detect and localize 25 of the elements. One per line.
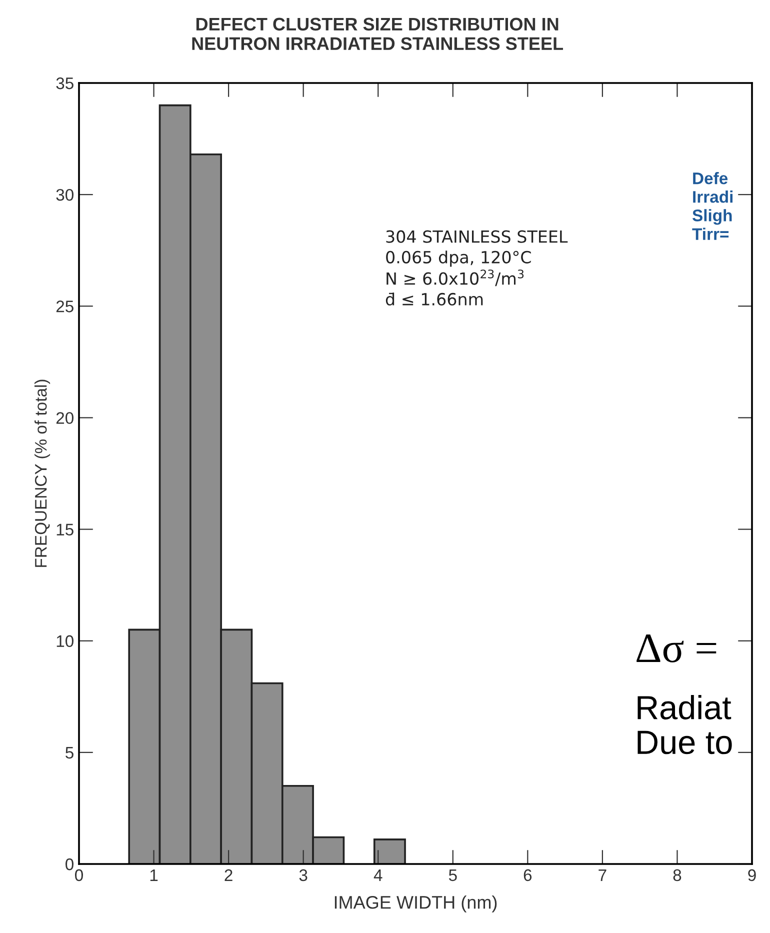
- y-tick-label: 20: [56, 412, 74, 424]
- text: 304 STAINLESS STEEL 0.065 dpa, 120°C N ≥ 6.0x10$^{23}$/m$^{3}$ d̄ ≤ 1.66nm: [386, 230, 568, 306]
- chart-title: DEFECT CLUSTER SIZE DISTRIBUTION IN NEUTRON IRRADIATED STAINLESS STEEL: [192, 18, 563, 50]
- annotation: Defe Irradi Sligh Tirr=: [692, 172, 733, 240]
- annotation: Δσ =: [636, 634, 716, 662]
- x-tick-label: 6: [524, 869, 532, 882]
- x-tick-label: 3: [299, 869, 308, 882]
- y-tick-label: 35: [56, 77, 74, 90]
- x-tick-label: 2: [224, 869, 232, 881]
- y-axis-title: FREQUENCY (% of total): [34, 380, 50, 567]
- x-tick-label: 5: [448, 869, 457, 882]
- y-tick-label: 5: [66, 747, 74, 759]
- x-tick-label: 4: [374, 869, 382, 881]
- y-tick-label: 30: [56, 188, 74, 201]
- annotation: Radiat Due to: [638, 695, 732, 754]
- x-tick-label: 1: [150, 869, 158, 881]
- x-axis-title: IMAGE WIDTH (nm): [334, 896, 497, 912]
- x-tick-label: 0: [75, 869, 83, 882]
- y-tick-label: 10: [56, 635, 74, 648]
- y-tick-label: 15: [56, 524, 74, 536]
- y-tick-label: 0: [66, 858, 74, 870]
- y-tick-label: 25: [56, 300, 74, 312]
- x-tick-label: 9: [748, 869, 756, 882]
- x-tick-label: 8: [673, 869, 682, 882]
- x-tick-label: 7: [598, 869, 606, 881]
